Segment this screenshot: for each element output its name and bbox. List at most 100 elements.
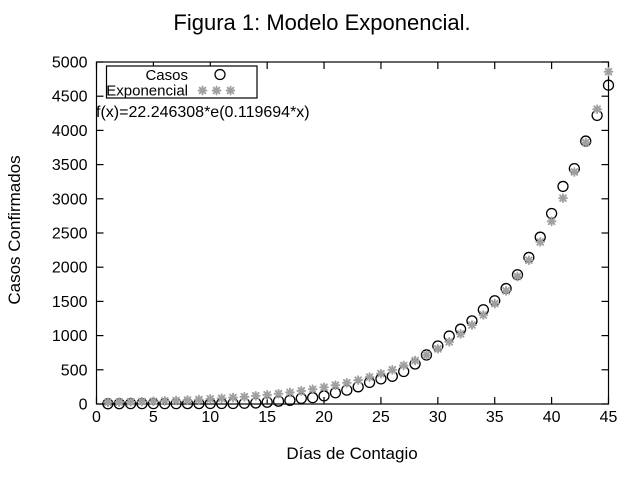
exponencial-point-asterisk: [535, 237, 546, 247]
legend-asterisk-icon: [211, 85, 222, 96]
asterisk-stroke: [212, 86, 221, 95]
exponencial-point-asterisk: [603, 66, 614, 77]
x-tick-label: 5: [149, 409, 158, 426]
exponencial-point-asterisk: [125, 396, 136, 407]
asterisk-stroke: [536, 238, 545, 246]
legend-asterisk-icon: [197, 85, 208, 96]
exponencial-point-asterisk: [262, 389, 273, 400]
asterisk-stroke: [126, 397, 135, 406]
asterisk-stroke: [411, 356, 419, 365]
asterisk-stroke: [297, 387, 306, 395]
asterisk-stroke: [138, 397, 146, 406]
x-tick-label: 30: [429, 409, 447, 426]
asterisk-stroke: [160, 397, 169, 405]
x-tick-label: 15: [258, 409, 276, 426]
y-tick-label: 0: [79, 397, 88, 414]
exponencial-point-asterisk: [387, 364, 398, 375]
x-tick-label: 25: [372, 409, 390, 426]
casos-point-circle: [307, 391, 319, 404]
exponencial-point-asterisk: [546, 216, 557, 227]
exponencial-point-asterisk: [307, 384, 318, 395]
asterisk-stroke: [399, 361, 408, 370]
asterisk-stroke: [308, 385, 317, 394]
exponencial-point-asterisk: [353, 375, 364, 385]
exponencial-point-asterisk: [205, 394, 216, 404]
exponencial-point-asterisk: [159, 396, 170, 406]
asterisk-stroke: [320, 383, 328, 392]
legend-exponencial-markers-icon: [197, 85, 236, 96]
exponencial-point-asterisk: [524, 255, 534, 266]
exponencial-point-asterisk: [410, 355, 420, 366]
exponencial-point-asterisk: [432, 343, 443, 354]
exponencial-point-asterisk: [421, 350, 432, 360]
asterisk-stroke: [274, 389, 283, 398]
exponencial-point-asterisk: [478, 310, 489, 320]
asterisk-stroke: [183, 396, 192, 404]
asterisk-stroke: [342, 378, 351, 387]
exponencial-point-asterisk: [512, 271, 523, 282]
exponencial-point-asterisk: [182, 395, 193, 405]
exponencial-point-asterisk: [501, 286, 511, 296]
asterisk-stroke: [149, 397, 158, 406]
casos-point-circle: [557, 180, 569, 193]
fit-annotation: f(x)=22.246308*e(0.119694*x): [96, 104, 310, 121]
exponencial-point-asterisk: [171, 395, 181, 406]
legend: Casos Exponencial: [105, 65, 258, 100]
asterisk-stroke: [286, 388, 294, 397]
asterisk-stroke: [422, 351, 431, 359]
y-tick-label: 5000: [52, 55, 88, 72]
asterisk-stroke: [354, 376, 363, 384]
asterisk-stroke: [331, 381, 340, 390]
asterisk-stroke: [456, 330, 465, 338]
exponencial-point-asterisk: [467, 320, 477, 330]
asterisk-stroke: [388, 365, 397, 374]
exponencial-point-asterisk: [398, 360, 409, 371]
y-tick-label: 1000: [52, 328, 88, 345]
x-tick-label: 35: [486, 409, 504, 426]
exponencial-point-asterisk: [216, 393, 227, 404]
asterisk-stroke: [195, 395, 203, 404]
asterisk-stroke: [525, 256, 533, 265]
asterisk-stroke: [479, 311, 488, 319]
asterisk-stroke: [490, 299, 499, 308]
y-tick-label: 4000: [52, 123, 88, 140]
legend-asterisk-icon: [225, 85, 236, 96]
exponencial-point-asterisk: [319, 382, 329, 393]
y-axis-label: Casos Confirmados: [5, 155, 24, 304]
exponencial-point-asterisk: [558, 193, 568, 204]
x-axis-label: Días de Contagio: [286, 444, 417, 463]
asterisk-stroke: [547, 217, 556, 226]
exponencial-point-asterisk: [103, 397, 113, 408]
y-tick-label: 2000: [52, 260, 88, 277]
exponencial-point-asterisk: [580, 137, 591, 148]
asterisk-stroke: [377, 369, 385, 378]
x-tick-label: 45: [600, 409, 618, 426]
asterisk-stroke: [251, 392, 260, 400]
exponencial-point-asterisk: [273, 388, 284, 399]
asterisk-stroke: [226, 86, 235, 95]
asterisk-stroke: [198, 86, 207, 95]
exponencial-point-asterisk: [296, 386, 307, 396]
asterisk-stroke: [559, 194, 567, 203]
casos-point-circle: [602, 79, 615, 91]
exponencial-point-asterisk: [285, 387, 295, 398]
exponencial-point-asterisk: [239, 391, 250, 402]
asterisk-stroke: [604, 67, 613, 76]
y-tick-label: 500: [61, 362, 88, 379]
asterisk-stroke: [581, 138, 590, 147]
legend-label-exponencial: Exponencial: [106, 83, 188, 100]
x-tick-label: 10: [201, 409, 219, 426]
asterisk-stroke: [593, 105, 601, 114]
y-tick-label: 4500: [52, 89, 88, 106]
axis-ticks-group: 0 5 10 15 20 25 30 35 40 45 0 500 1000 1500 2000 2500 30…: [52, 55, 618, 427]
asterisk-stroke: [206, 395, 215, 403]
legend-casos-marker-icon: [214, 68, 226, 81]
asterisk-stroke: [445, 337, 454, 346]
exponencial-point-asterisk: [569, 167, 580, 177]
exponencial-point-asterisk: [148, 396, 159, 407]
y-tick-label: 2500: [52, 226, 88, 243]
chart-title: Figura 1: Modelo Exponencial.: [173, 10, 470, 35]
x-tick-label: 40: [543, 409, 561, 426]
